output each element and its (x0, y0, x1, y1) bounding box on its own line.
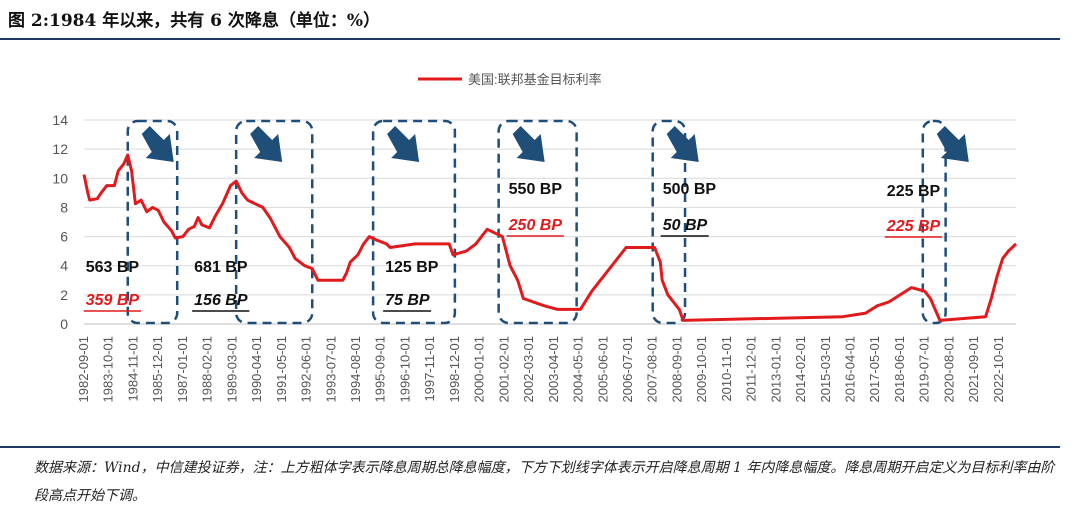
arrow-down-right-icon (512, 126, 545, 162)
x-tick-label: 1997-11-01 (422, 336, 437, 402)
cycle-first-year-bp: 50 BP (663, 217, 708, 234)
x-tick-label: 1996-10-01 (397, 336, 412, 403)
arrow-down-right-icon (387, 126, 420, 162)
x-tick-label: 2006-07-01 (620, 336, 635, 403)
cycle-first-year-bp: 359 BP (86, 292, 140, 309)
y-axis: 14 12 10 8 6 4 2 0 (52, 112, 68, 332)
x-tick-label: 1983-10-01 (101, 336, 116, 403)
cycle-total-bp: 225 BP (887, 183, 941, 200)
legend-label: 美国:联邦基金目标利率 (468, 72, 602, 87)
x-tick-label: 1992-06-01 (299, 336, 314, 403)
y-tick-label: 14 (52, 112, 68, 128)
x-tick-label: 2009-10-01 (694, 336, 709, 403)
y-tick-label: 10 (52, 170, 68, 186)
cycle-total-bp: 563 BP (86, 259, 140, 276)
cut-cycle-box (371, 119, 457, 325)
x-tick-label: 2007-08-01 (645, 336, 660, 403)
x-tick-label: 2018-06-01 (892, 336, 907, 403)
cycle-total-bp: 550 BP (509, 181, 563, 198)
x-tick-label: 1987-01-01 (175, 336, 190, 403)
x-tick-label: 1994-08-01 (348, 336, 363, 403)
x-tick-label: 2014-02-01 (793, 336, 808, 403)
cut-cycle-box (126, 119, 179, 325)
figure-title: 图 2:1984 年以来，共有 6 次降息（单位：%） (8, 11, 381, 31)
x-tick-label: 1984-11-01 (125, 336, 140, 402)
x-tick-label: 2003-04-01 (546, 336, 561, 403)
x-tick-label: 1985-12-01 (150, 336, 165, 403)
x-tick-label: 1993-07-01 (323, 336, 338, 403)
cycle-total-bp: 681 BP (194, 259, 248, 276)
cut-cycle-box (497, 119, 578, 325)
x-tick-label: 1988-02-01 (200, 336, 215, 403)
x-tick-label: 2015-03-01 (818, 336, 833, 403)
x-tick-label: 2016-04-01 (843, 336, 858, 403)
rate-chart: 14 12 10 8 6 4 2 0 1982-09-01 1983-10-01 1984-11-… (52, 72, 1018, 403)
y-tick-label: 4 (60, 258, 68, 274)
arrow-down-right-icon (666, 126, 699, 162)
y-tick-label: 8 (60, 199, 68, 215)
arrow-down-right-icon (936, 126, 969, 162)
y-tick-label: 2 (60, 287, 68, 303)
cut-cycle-labels: 563 BP 359 BP 681 BP 156 BP 125 BP 75 BP 550 B… (83, 181, 942, 312)
x-tick-label: 2019-07-01 (917, 336, 932, 403)
source-note: 数据来源：Wind，中信建投证券，注：上方粗体字表示降息周期总降息幅度，下方下划… (34, 460, 1055, 504)
series-line-fed-funds-target (82, 153, 1018, 322)
cycle-first-year-bp: 156 BP (194, 292, 248, 309)
cycle-total-bp: 125 BP (385, 259, 439, 276)
x-tick-label: 1989-03-01 (224, 336, 239, 403)
x-tick-label: 1982-09-01 (76, 336, 91, 403)
x-tick-label: 2013-01-01 (768, 336, 783, 403)
title-rule (0, 38, 1060, 40)
note-rule (0, 446, 1060, 448)
cut-cycle-boxes (126, 119, 969, 325)
cut-cycle-box (651, 119, 687, 325)
x-axis: 1982-09-01 1983-10-01 1984-11-01 1985-12-01… (76, 323, 1016, 403)
cycle-first-year-bp: 250 BP (508, 217, 563, 234)
x-tick-label: 2022-10-01 (991, 336, 1006, 403)
x-tick-label: 1995-09-01 (373, 336, 388, 403)
x-tick-label: 2004-05-01 (571, 336, 586, 403)
x-tick-label: 1991-05-01 (274, 336, 289, 403)
cycle-first-year-bp: 225 BP (886, 218, 941, 235)
x-tick-label: 2021-09-01 (966, 336, 981, 403)
x-tick-label: 1998-12-01 (447, 336, 462, 403)
x-tick-label: 2010-11-01 (719, 336, 734, 402)
x-tick-label: 2001-02-01 (496, 336, 511, 403)
legend: 美国:联邦基金目标利率 (418, 72, 602, 87)
arrow-down-right-icon (141, 126, 174, 162)
x-tick-label: 2017-05-01 (867, 336, 882, 403)
x-tick-label: 2008-09-01 (669, 336, 684, 403)
y-tick-label: 12 (52, 141, 68, 157)
x-tick-label: 2020-08-01 (941, 336, 956, 403)
x-tick-label: 2000-01-01 (472, 336, 487, 403)
y-tick-label: 0 (60, 316, 68, 332)
x-tick-label: 2011-12-01 (744, 336, 759, 402)
cycle-total-bp: 500 BP (663, 181, 717, 198)
arrow-down-right-icon (250, 126, 283, 162)
cut-cycle-box (921, 119, 947, 325)
x-tick-label: 2002-03-01 (521, 336, 536, 403)
cycle-first-year-bp: 75 BP (385, 292, 430, 309)
x-tick-label: 1990-04-01 (249, 336, 264, 403)
x-tick-label: 2005-06-01 (595, 336, 610, 403)
y-tick-label: 6 (60, 229, 68, 245)
